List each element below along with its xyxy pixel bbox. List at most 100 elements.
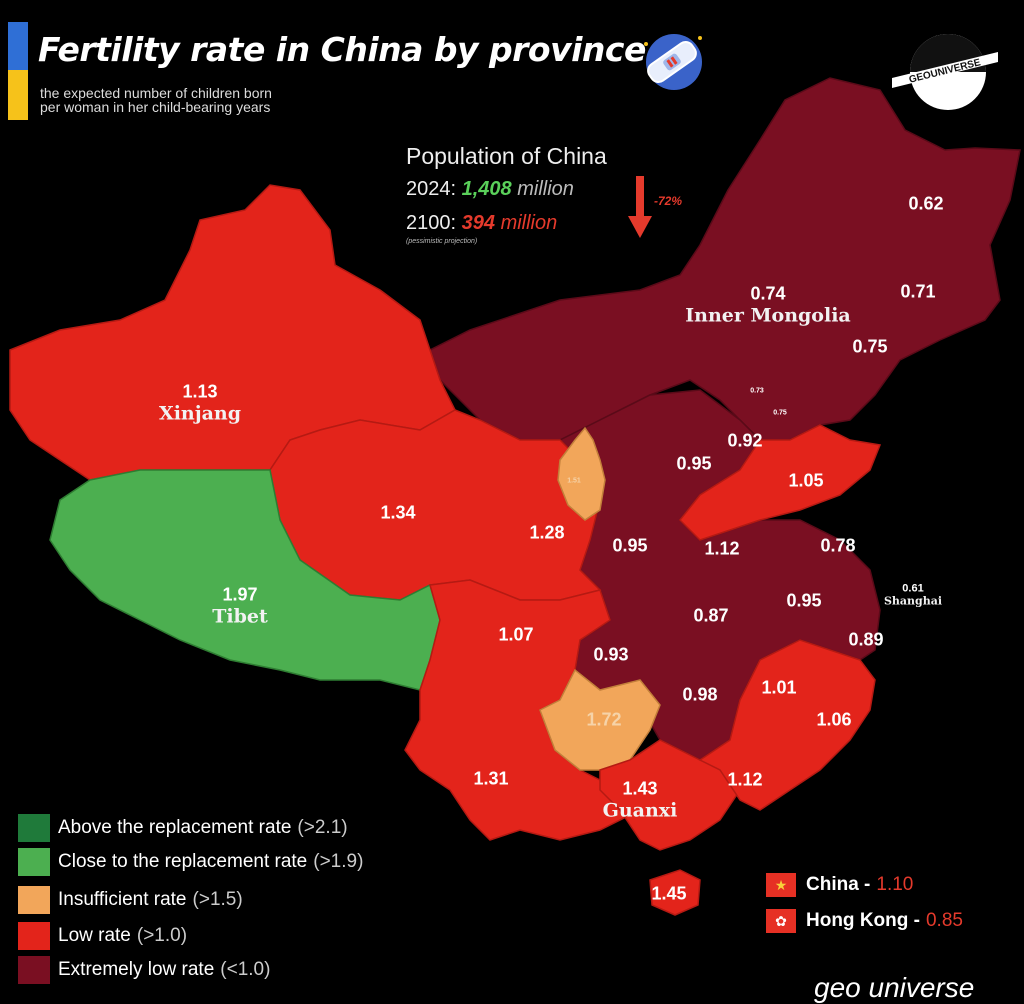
region-name: Shanghai bbox=[883, 594, 943, 608]
region-rate: 0.75 bbox=[773, 409, 787, 417]
region-label: 0.73 bbox=[750, 388, 764, 395]
region-name: Xinjang bbox=[158, 402, 242, 425]
region-northeast bbox=[429, 77, 1021, 441]
region-label: 1.12 bbox=[727, 770, 762, 791]
legend-swatch bbox=[18, 886, 50, 914]
summary-china: ★ China - 1.10 bbox=[766, 872, 913, 898]
region-label: 0.95 bbox=[676, 454, 711, 475]
region-rate: 0.89 bbox=[848, 629, 884, 650]
legend-threshold: (>1.0) bbox=[136, 925, 188, 946]
region-rate: 0.98 bbox=[682, 684, 718, 705]
legend-item: Above the replacement rate (>2.1) bbox=[18, 814, 348, 842]
legend-label: Low rate bbox=[58, 925, 131, 946]
legend-swatch bbox=[18, 814, 50, 842]
population-2024-value: 1,408 bbox=[461, 178, 512, 200]
legend-threshold: (>1.9) bbox=[313, 851, 364, 872]
page-title: Fertility rate in China by province bbox=[38, 30, 646, 69]
legend-label: Close to the replacement rate bbox=[58, 851, 308, 872]
region-rate: 0.78 bbox=[820, 535, 856, 556]
region-rate: 1.97 bbox=[222, 584, 258, 605]
region-label: 0.62 bbox=[908, 194, 943, 215]
region-rate: 0.62 bbox=[908, 193, 944, 214]
region-label: 0.87 bbox=[693, 606, 728, 627]
population-2024: 2024: 1,408 million bbox=[406, 178, 574, 201]
credit: geo universe bbox=[814, 972, 975, 1003]
legend-label: Insufficient rate bbox=[58, 889, 187, 910]
region-rate: 0.71 bbox=[900, 281, 936, 302]
region-label: 1.97 Tibet bbox=[212, 585, 268, 628]
region-label: 1.45 bbox=[651, 884, 686, 905]
flag-bar-yellow bbox=[8, 70, 28, 120]
population-change: -72% bbox=[654, 194, 683, 208]
population-2024-unit: million bbox=[517, 178, 574, 200]
population-2100-unit: million bbox=[500, 212, 558, 234]
region-rate: 0.95 bbox=[676, 453, 712, 474]
region-label: 1.43 Guanxi bbox=[603, 779, 678, 822]
legend-item: Insufficient rate (>1.5) bbox=[18, 886, 243, 914]
region-name: Guanxi bbox=[602, 799, 678, 822]
region-rate: 0.95 bbox=[612, 535, 648, 556]
legend-threshold: (>2.1) bbox=[297, 817, 348, 838]
region-label: 0.95 bbox=[786, 591, 821, 612]
down-arrow-icon bbox=[628, 176, 652, 238]
region-label: 0.98 bbox=[682, 685, 717, 706]
region-east-central bbox=[678, 424, 882, 541]
legend-swatch bbox=[18, 956, 50, 984]
population-2024-year: 2024: bbox=[406, 178, 457, 200]
subtitle-line-2: per woman in her child-bearing years bbox=[40, 99, 271, 115]
pregnancy-test-icon bbox=[644, 34, 702, 90]
region-label: 0.71 bbox=[900, 282, 935, 303]
region-label: 0.75 bbox=[773, 410, 787, 417]
region-rate: 1.12 bbox=[727, 769, 763, 790]
region-rate: 0.87 bbox=[693, 605, 729, 626]
legend-item: Low rate (>1.0) bbox=[18, 922, 187, 950]
region-label: 0.92 bbox=[727, 431, 762, 452]
legend-item: Extremely low rate (<1.0) bbox=[18, 956, 270, 984]
region-label: 0.95 bbox=[612, 536, 647, 557]
legend-swatch bbox=[18, 848, 50, 876]
region-rate: 1.07 bbox=[498, 624, 534, 645]
summary-china-value: 1.10 bbox=[876, 874, 914, 895]
region-rate: 0.61 bbox=[902, 582, 924, 595]
region-label: 1.13 Xinjang bbox=[159, 382, 241, 425]
region-rate: 1.28 bbox=[529, 522, 565, 543]
subtitle-line-1: the expected number of children born bbox=[40, 85, 272, 101]
region-rate: 1.45 bbox=[651, 883, 687, 904]
region-label: 0.93 bbox=[593, 645, 628, 666]
region-label: 1.07 bbox=[498, 625, 533, 646]
population-2100-year: 2100: bbox=[406, 212, 457, 234]
summary-hongkong: ✿ Hong Kong - 0.85 bbox=[766, 908, 963, 934]
region-rate: 1.72 bbox=[586, 709, 622, 730]
summary-hongkong-value: 0.85 bbox=[925, 910, 963, 931]
region-label: 0.78 bbox=[820, 536, 855, 557]
region-rate: 0.93 bbox=[593, 644, 629, 665]
region-label: 0.74 Inner Mongolia bbox=[685, 284, 850, 327]
region-rate: 0.92 bbox=[727, 430, 763, 451]
legend-threshold: (<1.0) bbox=[220, 959, 271, 980]
china-flag-icon: ★ bbox=[766, 873, 796, 897]
region-name: Inner Mongolia bbox=[685, 304, 851, 327]
region-rate: 1.34 bbox=[380, 502, 416, 523]
legend-swatch bbox=[18, 922, 50, 950]
region-rate: 1.01 bbox=[761, 677, 797, 698]
legend-label: Above the replacement rate bbox=[58, 817, 292, 838]
region-rate: 1.05 bbox=[788, 470, 824, 491]
region-rate: 1.51 bbox=[567, 477, 581, 485]
region-label: 1.06 bbox=[816, 710, 851, 731]
summary-hongkong-name: Hong Kong - bbox=[806, 910, 920, 931]
region-rate: 1.31 bbox=[473, 768, 509, 789]
region-rate: 1.13 bbox=[182, 381, 218, 402]
region-label: 1.01 bbox=[761, 678, 796, 699]
population-note: (pessimistic projection) bbox=[406, 238, 478, 245]
region-hainan bbox=[649, 869, 701, 916]
population-2100: 2100: 394 million bbox=[406, 212, 557, 235]
region-rate: 1.43 bbox=[622, 778, 658, 799]
summary-china-name: China - bbox=[806, 874, 871, 895]
legend-threshold: (>1.5) bbox=[192, 889, 243, 910]
region-label: 1.31 bbox=[473, 769, 508, 790]
population-title: Population of China bbox=[406, 143, 607, 169]
region-name: Tibet bbox=[212, 605, 268, 628]
geouniverse-logo: GEOUNIVERSE bbox=[892, 34, 998, 110]
